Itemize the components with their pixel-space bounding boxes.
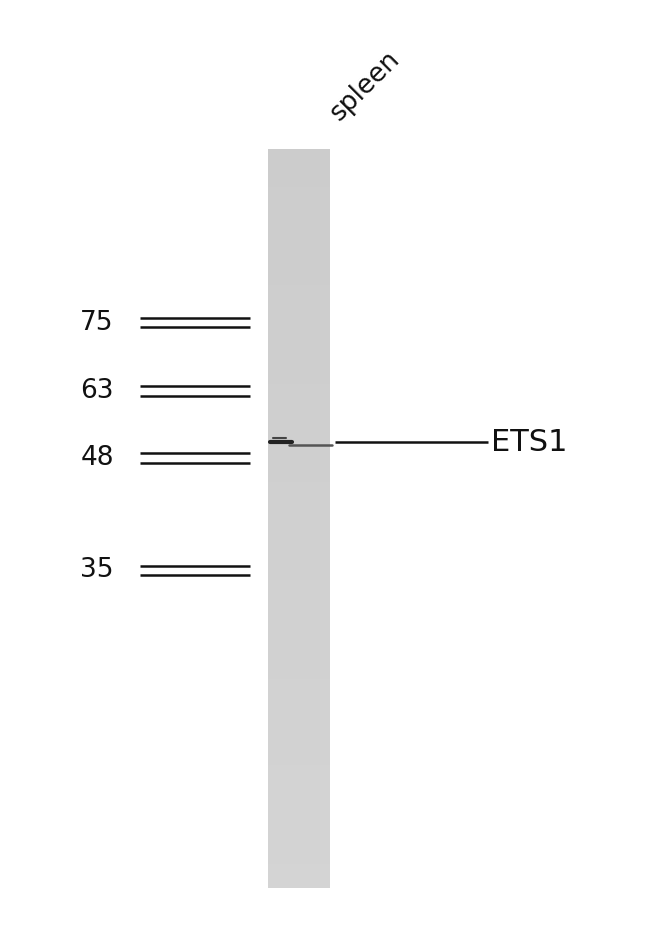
Bar	[268, 382, 330, 396]
Bar	[268, 173, 330, 187]
Bar	[268, 482, 330, 495]
Bar	[268, 198, 330, 211]
Bar	[268, 678, 330, 691]
Bar	[268, 408, 330, 421]
Bar	[268, 235, 330, 248]
Bar	[268, 654, 330, 667]
Text: spleen: spleen	[325, 46, 405, 126]
Bar	[268, 468, 330, 482]
Bar	[268, 247, 330, 260]
Text: 63: 63	[80, 378, 114, 404]
Bar	[268, 555, 330, 568]
Bar	[268, 776, 330, 790]
Bar	[268, 826, 330, 839]
Bar	[268, 629, 330, 642]
Bar	[268, 272, 330, 285]
Bar	[268, 851, 330, 864]
Bar	[268, 568, 330, 581]
Bar	[268, 432, 330, 445]
Bar	[268, 690, 330, 703]
Bar	[268, 259, 330, 273]
Bar	[268, 444, 330, 457]
Bar	[268, 789, 330, 802]
Bar	[268, 284, 330, 297]
Bar	[268, 494, 330, 507]
Bar	[268, 530, 330, 543]
Bar	[268, 740, 330, 753]
Bar	[268, 334, 330, 347]
Bar	[268, 296, 330, 309]
Bar	[268, 666, 330, 679]
Bar	[268, 149, 330, 162]
Bar	[268, 641, 330, 654]
Bar	[268, 801, 330, 814]
Bar	[268, 580, 330, 593]
Text: 75: 75	[80, 309, 114, 336]
Bar	[268, 456, 330, 469]
Bar	[268, 752, 330, 765]
Bar	[268, 186, 330, 199]
Bar	[268, 838, 330, 851]
Bar	[268, 210, 330, 223]
Bar	[268, 370, 330, 383]
Bar	[268, 592, 330, 605]
Bar	[268, 616, 330, 630]
Text: 48: 48	[80, 445, 114, 471]
Text: ETS1: ETS1	[491, 427, 567, 457]
Bar	[268, 813, 330, 827]
Bar	[268, 346, 330, 359]
Bar	[268, 863, 330, 876]
Bar	[268, 727, 330, 741]
Bar	[268, 518, 330, 531]
Bar	[268, 309, 330, 322]
Bar	[268, 358, 330, 371]
Text: 35: 35	[80, 557, 114, 583]
Bar	[268, 542, 330, 555]
Bar	[268, 604, 330, 617]
Bar	[268, 715, 330, 728]
Bar	[268, 321, 330, 335]
Bar	[268, 420, 330, 433]
Bar	[268, 223, 330, 236]
Bar	[268, 875, 330, 888]
Bar	[268, 764, 330, 778]
Bar	[268, 703, 330, 716]
Bar	[268, 395, 330, 408]
Bar	[268, 161, 330, 174]
Bar	[268, 506, 330, 519]
